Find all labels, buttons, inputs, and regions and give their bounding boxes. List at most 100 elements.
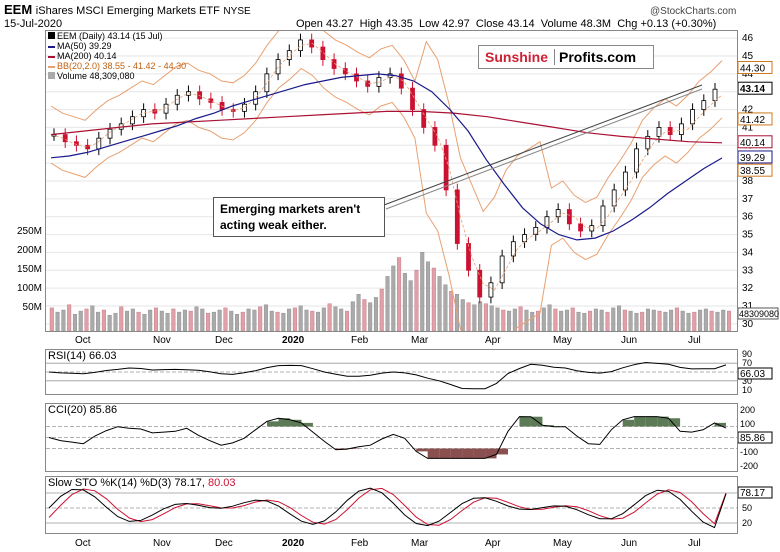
cci-value-box (738, 431, 773, 444)
x-tick-label: Jul (688, 538, 701, 549)
candle-body (208, 98, 214, 103)
cci-tick-label: 100 (740, 419, 755, 429)
legend-volume-text: Volume 48,309,080 (57, 71, 135, 81)
volume-bar (669, 309, 674, 332)
cci-fill-negative (416, 448, 428, 452)
x-tick-label: Jun (621, 335, 637, 346)
volume-bar (339, 308, 344, 332)
volume-bar (576, 311, 581, 332)
candle-body (421, 109, 427, 128)
volume-bar (530, 311, 535, 332)
candle-body (510, 241, 516, 257)
volume-bar (165, 312, 170, 332)
candle-body (432, 127, 438, 146)
x-tick-label: May (553, 538, 572, 549)
volume-bar (709, 310, 714, 332)
ma200-line (50, 110, 723, 144)
volume-bar (263, 304, 268, 332)
cci-tick-label: -100 (740, 447, 758, 457)
legend-volume: Volume 48,309,080 (48, 71, 186, 81)
cci-tick-label: 200 (740, 405, 755, 415)
volume-bar (171, 308, 176, 332)
volume-bar (611, 307, 616, 332)
cci-fill-positive (657, 416, 669, 427)
volume-bar (200, 308, 205, 332)
volume-bar (564, 309, 569, 332)
candle-body (690, 109, 695, 125)
volume-bar (582, 312, 587, 332)
volume-tick-label: 200M (17, 245, 42, 256)
cci-fill-positive (714, 422, 726, 427)
price-tick-label: 37 (742, 194, 754, 205)
cci-fill-positive (645, 416, 658, 427)
volume-bar (153, 307, 158, 332)
volume-bar (495, 307, 500, 332)
cci-fill-positive (289, 419, 302, 427)
volume-bar (90, 305, 95, 332)
volume-bar (634, 312, 639, 332)
volume-bar (622, 309, 627, 332)
volume-bar (188, 310, 193, 332)
candle-body (667, 127, 673, 135)
volume-bar (414, 269, 419, 332)
volume-bar (101, 309, 106, 332)
volume-bar (443, 284, 448, 332)
volume-bar (344, 310, 349, 332)
volume-bar (49, 307, 54, 332)
annotation-line2: acting weak either. (220, 218, 327, 232)
volume-bar (229, 310, 234, 332)
candle-body (320, 46, 326, 60)
volume-bar (391, 265, 396, 332)
volume-axis: 250M 200M 150M 100M 50M (17, 226, 42, 313)
volume-bar (721, 309, 726, 332)
last-value-box (738, 81, 773, 95)
sto-value-label: 78.17 (740, 488, 765, 499)
candle-body (264, 73, 270, 93)
volume-bar (142, 314, 147, 332)
volume-bar (501, 309, 506, 332)
logo-part2: Profits.com (559, 49, 637, 65)
sto-tick-label: 50 (742, 503, 752, 513)
volume-bar (692, 311, 697, 332)
ohlc-chg-label: Chg (617, 18, 638, 30)
volume-bar (107, 315, 112, 332)
volume-bar (703, 308, 708, 332)
ohlc-volume-value: 48.3M (580, 18, 612, 30)
volume-bar (593, 308, 598, 332)
candle-body (242, 103, 247, 112)
x-tick-label: 2020 (282, 335, 305, 346)
volume-bar (275, 311, 280, 332)
volume-bar (298, 305, 303, 332)
cci-value-label: 85.86 (740, 433, 765, 444)
x-tick-label: Jun (621, 538, 637, 549)
sto-value-box (738, 486, 773, 499)
x-tick-label: Mar (411, 335, 429, 346)
ohlc-bar: Open 43.27 High 43.35 Low 42.97 Close 43… (296, 18, 716, 30)
volume-bar (408, 280, 413, 332)
price-panel (45, 10, 738, 384)
rsi-tick-label: 70 (742, 358, 752, 368)
legend-swatch (48, 55, 55, 58)
last-value-label: 43.14 (740, 84, 765, 95)
volume-bar (148, 309, 153, 332)
volume-bar (240, 311, 245, 332)
legend-swatch (48, 45, 55, 48)
volume-bar (472, 304, 477, 332)
volume-bar (223, 307, 228, 332)
candle-body (443, 144, 449, 191)
annotation-line1: Emerging markets aren't (220, 202, 361, 216)
legend-bb: BB(20,2.0) 38.55 - 41.42 - 44.30 (48, 61, 186, 71)
x-tick-label: Feb (351, 538, 369, 549)
cci-fill-negative (496, 448, 508, 455)
last-value-box (738, 135, 773, 149)
x-axis-bottom: Oct Nov Dec 2020 Feb Mar Apr May Jun Jul (75, 538, 701, 549)
volume-bar (78, 310, 83, 332)
volume-bar (420, 252, 425, 332)
volume-value-label: 48309080 (739, 309, 779, 319)
price-tick-label: 31 (742, 301, 754, 312)
volume-bar (130, 308, 135, 332)
legend-bb-text: BB(20,2.0) 38.55 - 41.42 - 44.30 (57, 61, 187, 71)
header-title: EEM iShares MSCI Emerging Markets ETF NY… (4, 2, 251, 17)
x-tick-label: May (553, 335, 572, 346)
